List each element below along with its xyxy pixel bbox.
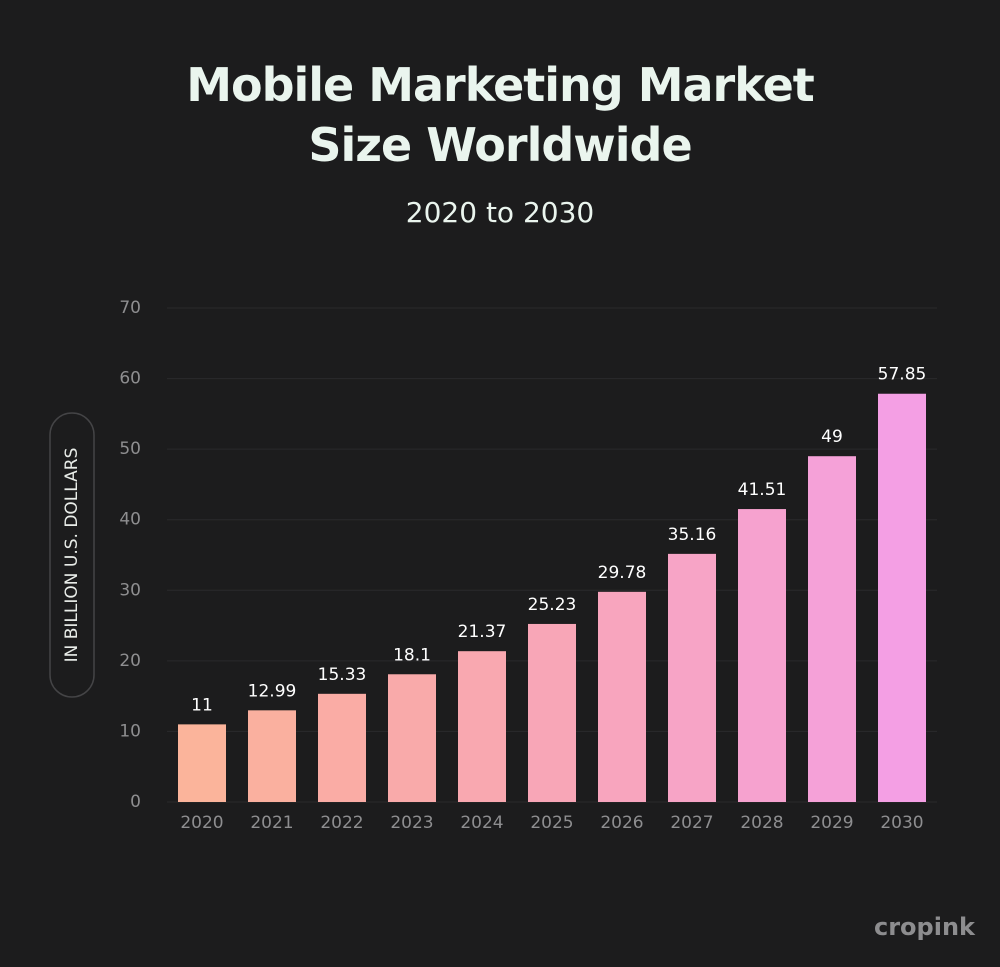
bar — [248, 710, 296, 802]
y-tick-label: 50 — [119, 439, 141, 459]
bar — [178, 724, 226, 802]
y-tick-label: 30 — [119, 580, 141, 600]
bar — [738, 509, 786, 802]
value-label: 49 — [821, 427, 843, 447]
y-tick-label: 0 — [130, 792, 141, 812]
y-tick-label: 70 — [119, 298, 141, 318]
chart-subtitle: 2020 to 2030 — [405, 196, 595, 229]
y-tick-label: 20 — [119, 651, 141, 671]
value-label: 15.33 — [318, 665, 367, 685]
value-label: 18.1 — [393, 645, 431, 665]
bar — [318, 693, 366, 802]
x-tick-label: 2020 — [180, 813, 223, 833]
value-label: 41.51 — [738, 480, 787, 500]
y-axis-label: IN BILLION U.S. DOLLARS — [62, 448, 82, 663]
chart-title: Mobile Marketing Market Size Worldwide — [186, 58, 815, 172]
bar — [808, 456, 856, 802]
value-label: 29.78 — [598, 563, 647, 583]
x-tick-label: 2022 — [320, 813, 363, 833]
x-tick-label: 2030 — [880, 813, 923, 833]
x-tick-label: 2023 — [390, 813, 433, 833]
x-tick-label: 2029 — [810, 813, 853, 833]
value-label: 11 — [191, 695, 213, 715]
x-tick-label: 2026 — [600, 813, 643, 833]
y-tick-label: 10 — [119, 721, 141, 741]
logo: cropink — [874, 913, 976, 941]
bar — [528, 623, 576, 802]
value-label: 12.99 — [248, 681, 297, 701]
value-label: 21.37 — [458, 622, 507, 642]
bar — [598, 591, 646, 802]
y-tick-label: 40 — [119, 510, 141, 530]
value-label: 25.23 — [528, 595, 577, 615]
x-tick-label: 2024 — [460, 813, 503, 833]
bar — [458, 651, 506, 802]
x-tick-label: 2025 — [530, 813, 573, 833]
value-label: 57.85 — [878, 365, 927, 385]
bar — [388, 674, 436, 802]
x-tick-label: 2028 — [740, 813, 783, 833]
y-tick-label: 60 — [119, 369, 141, 389]
x-tick-label: 2021 — [250, 813, 293, 833]
x-tick-label: 2027 — [670, 813, 713, 833]
value-label: 35.16 — [668, 525, 717, 545]
bar — [668, 553, 716, 802]
bar — [878, 393, 926, 802]
y-label-pill — [49, 412, 95, 698]
